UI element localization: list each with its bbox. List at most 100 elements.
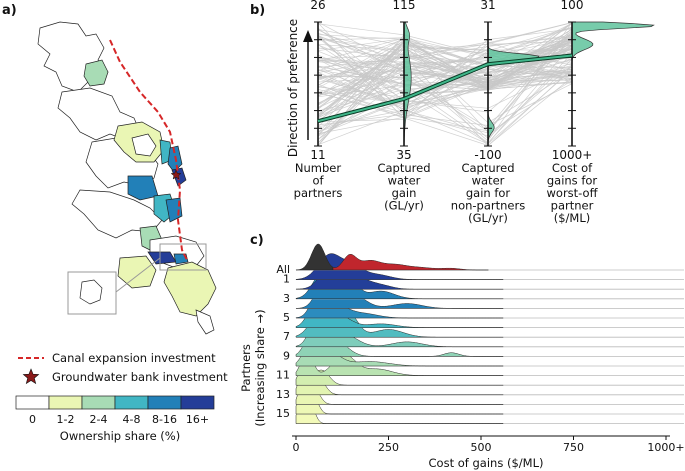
panel-b-label: b)	[250, 3, 265, 18]
pc-bg-line	[317, 66, 573, 133]
pc-bg-line	[317, 69, 573, 145]
district-blue-2	[127, 175, 159, 201]
colorbar-label-5: 16+	[186, 413, 209, 426]
pc-bg-line	[317, 22, 573, 126]
district-lightgreen-north	[83, 59, 109, 87]
pc-bg-line	[317, 31, 573, 132]
ridge-density	[295, 358, 504, 386]
pc-axes	[314, 21, 576, 147]
colorbar-swatch-5	[180, 395, 215, 410]
pc-axis-bottom-1: 35	[396, 148, 411, 162]
district-yellow-south	[163, 261, 217, 317]
pc-bg-line	[317, 44, 573, 144]
colorbar-label-3: 4-8	[123, 413, 141, 426]
pc-labels: 2611Numberofpartners11535Capturedwaterga…	[294, 0, 599, 225]
pc-axis-label-1: gain	[392, 186, 417, 200]
ridge-xlabel: Cost of gains ($/ML)	[429, 456, 544, 470]
inset-source-box	[159, 243, 207, 271]
colorbar-swatch-3	[114, 395, 149, 410]
pc-bg-line	[317, 49, 573, 126]
pc-bg-line	[317, 37, 573, 139]
ridge-xaxis: 0 250 500 750 1000+	[292, 435, 685, 454]
pc-bg-line	[317, 40, 573, 51]
pc-axis-label-3: worst-off	[547, 186, 599, 200]
pc-bg-line	[317, 63, 573, 90]
ridge-xtick-label: 250	[378, 441, 399, 454]
ridge-all-dark	[295, 243, 334, 271]
map-panel: a)	[2, 3, 228, 443]
groundwater-star-map	[170, 169, 182, 180]
colorbar-label-0: 0	[29, 413, 36, 426]
pc-bg-line	[317, 54, 573, 97]
pc-axis-label-2: gain for	[466, 186, 511, 200]
pc-axis-label-1: water	[388, 174, 421, 188]
pc-axis-bottom-0: 11	[310, 148, 325, 162]
ridge-row: All	[276, 243, 684, 276]
pc-axis-label-0: Number	[295, 161, 341, 175]
pc-axis-label-2: Captured	[461, 161, 514, 175]
colorbar-label-4: 8-16	[152, 413, 177, 426]
panel-a-label: a)	[2, 3, 17, 18]
pc-axis-label-2: water	[472, 174, 505, 188]
ridge-ylabel2: (Increasing share →)	[253, 309, 267, 426]
pc-axis-label-3: partner	[551, 199, 594, 213]
ridge-density	[295, 253, 504, 280]
ridge-xtick-label: 500	[471, 441, 492, 454]
ridge-density	[295, 378, 504, 405]
pc-axis-label-3: Cost of	[552, 161, 593, 175]
pc-axis-label-2: (GL/yr)	[468, 211, 508, 225]
ridge-row-label: 5	[283, 311, 290, 324]
pc-highlight-line	[317, 53, 573, 124]
pc-axis-top-1: 115	[393, 0, 416, 12]
pc-bg-line	[317, 58, 573, 107]
ridge-row-label: 13	[276, 388, 290, 401]
pc-axis-bottom-2: -100	[474, 148, 501, 162]
pc-ylabel: Direction of preference	[286, 19, 300, 157]
parallel-coordinates-panel: b) Direction of preference 2611Numberofp…	[250, 0, 655, 225]
district-blue-3	[165, 197, 183, 223]
groundwater-legend-star	[22, 368, 40, 385]
canal-legend-label: Canal expansion investment	[52, 351, 216, 365]
groundwater-legend-label: Groundwater bank investment	[52, 370, 228, 384]
pc-axis-label-1: Captured	[377, 161, 430, 175]
pc-axis-label-2: non-partners	[451, 199, 525, 213]
ridge-xtick-label: 750	[563, 441, 584, 454]
district-yellow-west	[117, 255, 157, 289]
pc-bg-line	[317, 61, 573, 146]
colorbar-title: Ownership share (%)	[60, 429, 180, 443]
ridge-xtick-label: 1000+	[647, 441, 684, 454]
pc-axis-label-0: partners	[294, 186, 343, 200]
ridge-row-label: 11	[276, 369, 290, 382]
pc-highlight-core	[317, 54, 573, 123]
pc-bg-line	[317, 41, 573, 146]
pc-axis-label-1: (GL/yr)	[384, 199, 424, 213]
colorbar-swatch-2	[81, 395, 116, 410]
panel-c-label: c)	[250, 233, 264, 248]
colorbar-swatch-4	[147, 395, 182, 410]
pc-axis-label-0: of	[312, 174, 324, 188]
pc-density-3	[571, 21, 655, 146]
pc-axis-bottom-3: 1000+	[552, 148, 593, 162]
ridge-xtick-label: 0	[293, 441, 300, 454]
district-map	[37, 21, 217, 335]
ridge-row	[295, 397, 684, 425]
ridge-row-label: All	[276, 263, 290, 276]
ridge-row	[295, 378, 684, 405]
pc-bg-line	[317, 23, 573, 57]
ridge-row: 15	[276, 387, 684, 420]
colorbar-label-1: 1-2	[57, 413, 75, 426]
pc-axis-top-3: 100	[561, 0, 584, 12]
pc-direction-arrow	[303, 30, 313, 140]
pc-axis-top-2: 31	[480, 0, 495, 12]
ridge-row-label: 7	[283, 330, 290, 343]
colorbar-label-2: 2-4	[90, 413, 108, 426]
ridge-row: 13	[276, 368, 684, 401]
ridge-row-label: 3	[283, 292, 290, 305]
pc-axis-label-3: ($/ML)	[554, 211, 591, 225]
district-tail	[195, 309, 215, 335]
ridge-row-label: 15	[276, 407, 290, 420]
pc-bg-line	[317, 29, 573, 83]
ridge-all-red	[332, 254, 489, 271]
